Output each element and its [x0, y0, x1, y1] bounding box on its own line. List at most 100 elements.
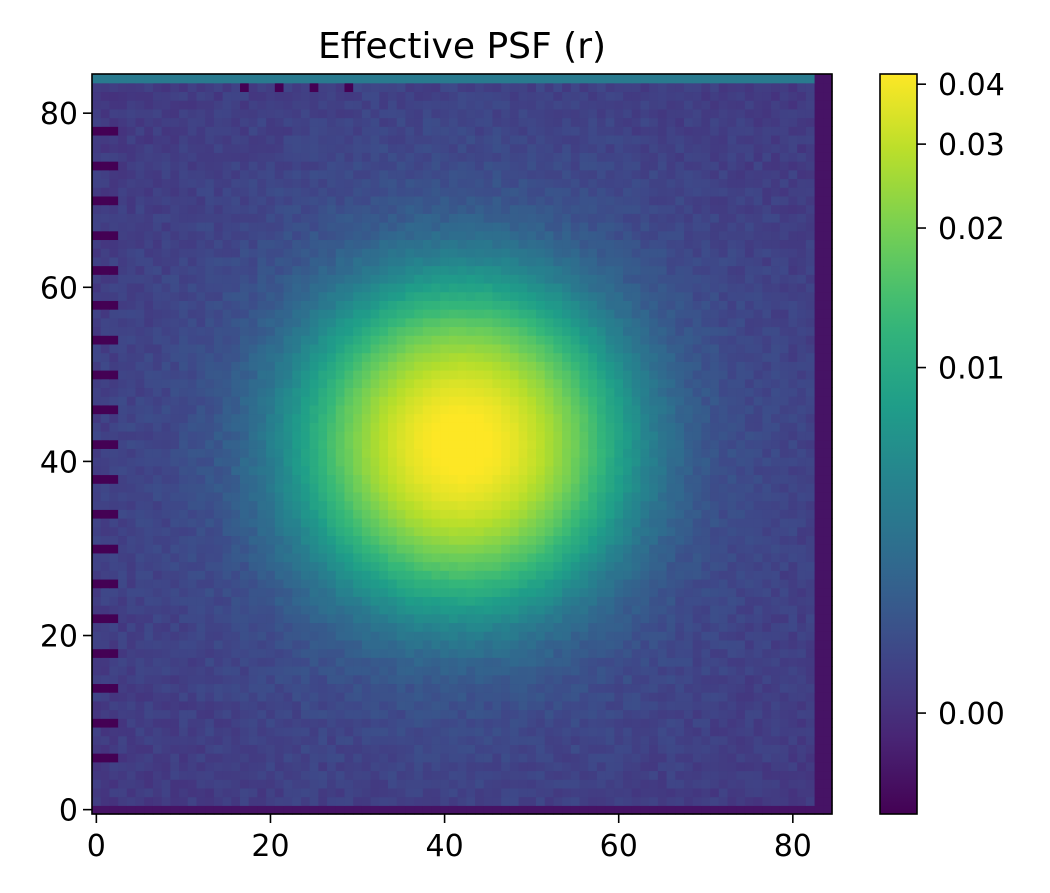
heatmap-cell	[544, 570, 555, 580]
heatmap-cell	[240, 709, 250, 719]
heatmap-cell	[205, 309, 215, 319]
heatmap-cell	[257, 457, 267, 467]
heatmap-cell	[605, 753, 615, 763]
heatmap-cell	[684, 761, 694, 772]
heatmap-cell	[240, 544, 250, 554]
heatmap-cell	[422, 587, 433, 597]
heatmap-cell	[361, 518, 372, 528]
heatmap-cell	[327, 787, 337, 798]
heatmap-cell	[466, 726, 476, 737]
heatmap-cell	[823, 535, 833, 545]
heatmap-cell	[318, 770, 328, 780]
heatmap-cell	[335, 509, 346, 519]
heatmap-cell	[544, 448, 555, 458]
heatmap-cell	[257, 335, 267, 345]
heatmap-cell	[361, 448, 372, 458]
heatmap-cell	[152, 404, 163, 415]
heatmap-cell	[544, 578, 555, 589]
heatmap-cell	[823, 439, 833, 449]
heatmap-cell	[744, 535, 755, 545]
heatmap-cell	[553, 544, 563, 554]
heatmap-cell	[187, 413, 198, 423]
heatmap-cell	[335, 518, 346, 528]
heatmap-cell	[596, 509, 607, 519]
heatmap-cell	[161, 805, 171, 815]
heatmap-cell	[544, 387, 555, 397]
heatmap-cell	[266, 639, 276, 650]
heatmap-cell	[327, 309, 337, 319]
heatmap-cell	[536, 509, 546, 519]
heatmap-cell	[623, 761, 633, 772]
heatmap-cell	[684, 422, 694, 432]
heatmap-cell	[657, 474, 668, 484]
heatmap-cell	[684, 404, 694, 415]
heatmap-cell	[126, 674, 137, 685]
heatmap-cell	[710, 753, 720, 763]
heatmap-cell	[240, 352, 250, 362]
heatmap-cell	[205, 648, 215, 658]
heatmap-cell	[422, 622, 433, 632]
heatmap-cell	[335, 326, 346, 336]
heatmap-cell	[240, 413, 250, 423]
heatmap-cell	[570, 448, 581, 458]
heatmap-cell	[771, 370, 781, 380]
heatmap-cell	[379, 570, 389, 580]
heatmap-cell	[553, 439, 563, 449]
heatmap-cell	[701, 430, 711, 441]
heatmap-cell	[414, 796, 424, 806]
heatmap-cell	[335, 726, 346, 737]
heatmap-cell	[370, 744, 380, 754]
heatmap-cell	[657, 509, 668, 519]
heatmap-cell	[300, 465, 311, 476]
heatmap-cell	[231, 422, 241, 432]
heatmap-cell	[248, 596, 259, 606]
heatmap-cell	[736, 526, 746, 537]
heatmap-cell	[527, 657, 537, 667]
heatmap-cell	[762, 613, 772, 624]
heatmap-cell	[744, 570, 755, 580]
heatmap-cell	[161, 352, 171, 362]
heatmap-cell	[205, 726, 215, 737]
heatmap-cell	[805, 578, 816, 589]
heatmap-cell	[753, 744, 763, 754]
heatmap-cell	[466, 317, 476, 328]
heatmap-cell	[562, 674, 572, 685]
heatmap-cell	[762, 605, 772, 615]
heatmap-cell	[727, 335, 737, 345]
heatmap-cell	[727, 343, 737, 354]
heatmap-cell	[205, 457, 215, 467]
heatmap-cell	[196, 439, 206, 449]
heatmap-cell	[788, 361, 798, 371]
heatmap-cell	[457, 526, 467, 537]
heatmap-cell	[118, 465, 128, 476]
heatmap-cell	[126, 666, 137, 676]
heatmap-cell	[440, 430, 450, 441]
heatmap-cell	[779, 465, 790, 476]
heatmap-cell	[744, 491, 755, 502]
heatmap-cell	[335, 430, 346, 441]
heatmap-cell	[109, 605, 119, 615]
heatmap-cell	[161, 744, 171, 754]
heatmap-cell	[109, 491, 119, 502]
heatmap-cell	[266, 605, 276, 615]
heatmap-cell	[753, 465, 763, 476]
heatmap-cell	[736, 596, 746, 606]
heatmap-cell	[666, 570, 676, 580]
heatmap-cell	[570, 753, 581, 763]
heatmap-cell	[274, 726, 285, 737]
heatmap-cell	[248, 422, 259, 432]
heatmap-cell	[327, 535, 337, 545]
heatmap-cell	[536, 526, 546, 537]
heatmap-cell	[300, 570, 311, 580]
heatmap-cell	[222, 326, 232, 336]
heatmap-cell	[518, 622, 528, 632]
heatmap-cell	[614, 648, 624, 658]
heatmap-cell	[292, 622, 302, 632]
heatmap-cell	[570, 805, 581, 815]
heatmap-cell	[666, 605, 676, 615]
heatmap-cell	[631, 378, 642, 389]
heatmap-cell	[274, 326, 285, 336]
heatmap-cell	[631, 335, 642, 345]
heatmap-cell	[718, 544, 729, 554]
heatmap-cell	[144, 387, 154, 397]
